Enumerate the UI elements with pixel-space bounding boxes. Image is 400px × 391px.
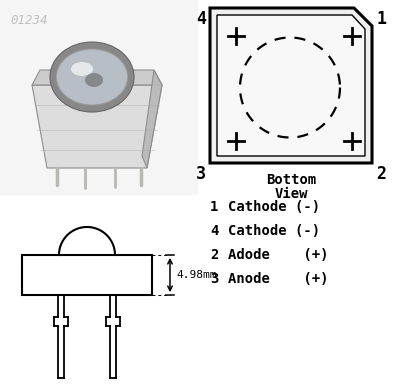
Ellipse shape (56, 49, 128, 105)
Text: 1: 1 (376, 10, 386, 28)
Text: Cathode (-): Cathode (-) (228, 224, 320, 238)
Text: Bottom: Bottom (266, 173, 316, 187)
Text: 2: 2 (210, 248, 218, 262)
Polygon shape (142, 70, 162, 168)
Bar (22, 255, 152, 295)
Ellipse shape (85, 73, 103, 87)
Bar (0, 0, 198, 195)
Text: Cathode (-): Cathode (-) (228, 200, 320, 214)
Text: 1: 1 (210, 200, 218, 214)
Polygon shape (32, 85, 162, 168)
Ellipse shape (71, 62, 93, 76)
Polygon shape (32, 70, 162, 85)
Text: 3: 3 (196, 165, 206, 183)
Text: Adode    (+): Adode (+) (228, 248, 328, 262)
Text: Anode    (+): Anode (+) (228, 272, 328, 286)
Polygon shape (217, 15, 365, 156)
Text: View: View (274, 187, 308, 201)
Text: 4.98mm: 4.98mm (176, 270, 216, 280)
Text: 01234: 01234 (10, 14, 48, 27)
Ellipse shape (50, 42, 134, 112)
Text: 4: 4 (196, 10, 206, 28)
Polygon shape (210, 8, 372, 163)
Text: 4: 4 (210, 224, 218, 238)
Text: 3: 3 (210, 272, 218, 286)
Text: 2: 2 (376, 165, 386, 183)
